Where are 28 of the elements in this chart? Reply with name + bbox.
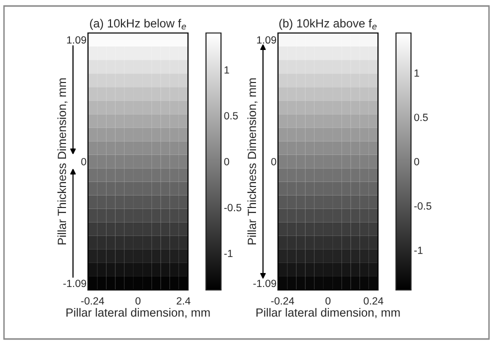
y-tick-label: -1.09	[63, 280, 86, 288]
x-tick-label: 2.4	[176, 297, 190, 304]
x-tick-label: -0.24	[271, 297, 294, 305]
y-tick-label: 1.09	[67, 36, 86, 44]
color-bar-label: -0.5	[414, 202, 432, 210]
x-axis-title: Pillar lateral dimension, mm	[256, 308, 400, 318]
y-axis-title: Pillar Thickness Dimension, mm	[57, 78, 68, 244]
y-tick-label: 0	[81, 158, 86, 166]
y-tick-label: 0	[271, 158, 276, 166]
color-bar-label: 0.5	[414, 114, 428, 122]
color-bar-label: 1	[224, 66, 230, 74]
chart-title: (a) 10kHz below f$_{e}$	[90, 18, 186, 30]
y-tick-label: 1.09	[257, 36, 276, 44]
color-bar-label: 0	[224, 158, 230, 166]
x-tick-label: 0.24	[364, 297, 384, 305]
color-bar-label: -1	[224, 250, 233, 258]
x-axis-title: Pillar lateral dimension, mm	[66, 308, 210, 318]
color-bar-label: -1	[414, 246, 423, 254]
color-bar-label: 0	[414, 158, 420, 166]
color-bar-label: 0.5	[224, 112, 238, 120]
x-tick-label: 0	[326, 297, 330, 305]
chart-title: (b) 10kHz above f$_{e}$	[279, 18, 377, 30]
y-axis-title: Pillar Thickness Dimension, mm	[247, 78, 258, 244]
y-tick-label: -1.09	[253, 280, 276, 288]
x-tick-label: 0	[136, 297, 140, 305]
color-bar-label: -0.5	[224, 204, 242, 212]
color-bar-label: 1	[414, 69, 420, 77]
x-tick-label: -0.24	[81, 297, 104, 305]
